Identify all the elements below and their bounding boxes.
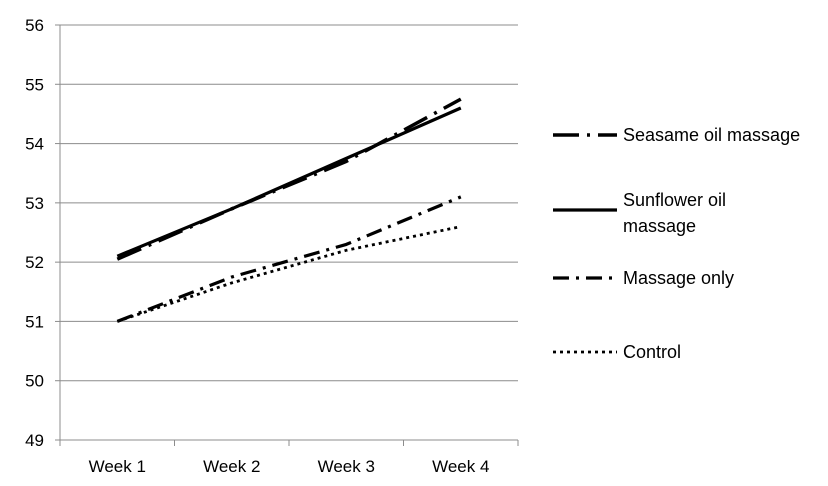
legend-label-2: Sunflower oil massage bbox=[623, 190, 726, 236]
legend-label-4: Control bbox=[623, 342, 681, 362]
series-line-4 bbox=[116, 225, 462, 323]
gridlines bbox=[60, 24, 518, 382]
y-tick-label: 56 bbox=[25, 16, 44, 35]
y-tick-label: 49 bbox=[25, 431, 44, 450]
axes bbox=[55, 24, 519, 446]
series-line-3 bbox=[116, 195, 462, 323]
legend: Seasame oil massage Sunflower oil massage M… bbox=[553, 125, 800, 362]
y-tick-label: 55 bbox=[25, 75, 44, 94]
series-line-2 bbox=[116, 106, 462, 258]
x-tick-label: Week 1 bbox=[89, 457, 146, 476]
legend-label-1: Seasame oil massage bbox=[623, 125, 800, 145]
series-lines bbox=[116, 97, 462, 323]
x-tick-labels: Week 1 Week 2 Week 3 Week 4 bbox=[89, 457, 490, 476]
x-tick-label: Week 3 bbox=[318, 457, 375, 476]
y-tick-label: 51 bbox=[25, 312, 44, 331]
x-tick-label: Week 4 bbox=[432, 457, 489, 476]
x-tick-label: Week 2 bbox=[203, 457, 260, 476]
y-tick-label: 52 bbox=[25, 253, 44, 272]
legend-label-3: Massage only bbox=[623, 268, 734, 288]
y-tick-label: 53 bbox=[25, 194, 44, 213]
y-tick-label: 50 bbox=[25, 372, 44, 391]
y-tick-label: 54 bbox=[25, 135, 44, 154]
y-tick-labels: 49 50 51 52 53 54 55 56 bbox=[25, 16, 44, 450]
